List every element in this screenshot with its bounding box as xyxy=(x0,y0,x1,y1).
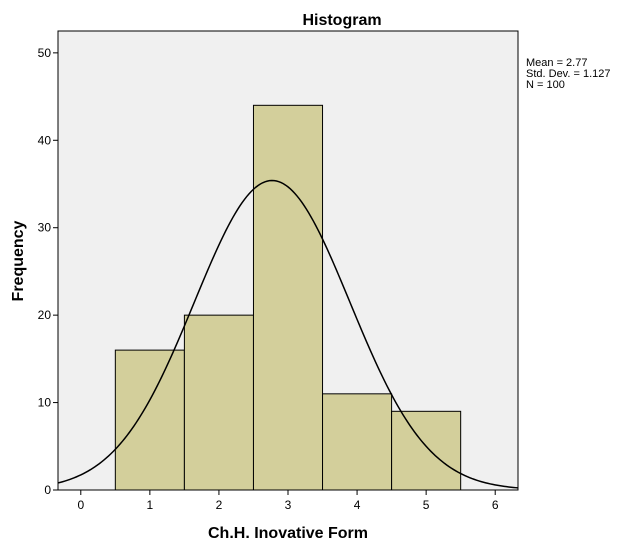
y-axis-label: Frequency xyxy=(10,220,27,301)
axes-group: 0 10 20 30 40 50 0 1 2 3 4 5 6 xyxy=(38,46,499,512)
x-axis-label: Ch.H. Inovative Form xyxy=(208,525,368,539)
normal-curve xyxy=(57,179,519,489)
histogram-bar-3 xyxy=(252,104,324,491)
x-tick-label: 1 xyxy=(147,498,154,512)
x-tick-label: 4 xyxy=(354,498,361,512)
stats-line: Std. Dev. = 1.127 xyxy=(526,68,611,80)
histogram-bar-1 xyxy=(114,349,185,491)
stats-line: N = 100 xyxy=(526,79,565,91)
histogram-bar-5 xyxy=(391,410,462,491)
y-tick-label: 0 xyxy=(44,483,51,497)
bars-group xyxy=(114,104,462,491)
histogram-bar-4 xyxy=(322,393,393,491)
x-tick-label: 2 xyxy=(216,498,223,512)
y-tick-label: 10 xyxy=(38,396,52,410)
stats-line: Mean = 2.77 xyxy=(526,57,587,69)
histogram-bar-2 xyxy=(183,314,254,491)
x-tick-label: 6 xyxy=(492,498,499,512)
y-tick-label: 20 xyxy=(38,308,52,322)
chart-title: Histogram xyxy=(302,12,381,29)
y-tick-label: 30 xyxy=(38,221,52,235)
y-tick-label: 40 xyxy=(38,133,52,147)
x-tick-label: 0 xyxy=(77,498,84,512)
y-tick-label: 50 xyxy=(38,46,52,60)
x-tick-label: 3 xyxy=(285,498,292,512)
x-tick-label: 5 xyxy=(423,498,430,512)
